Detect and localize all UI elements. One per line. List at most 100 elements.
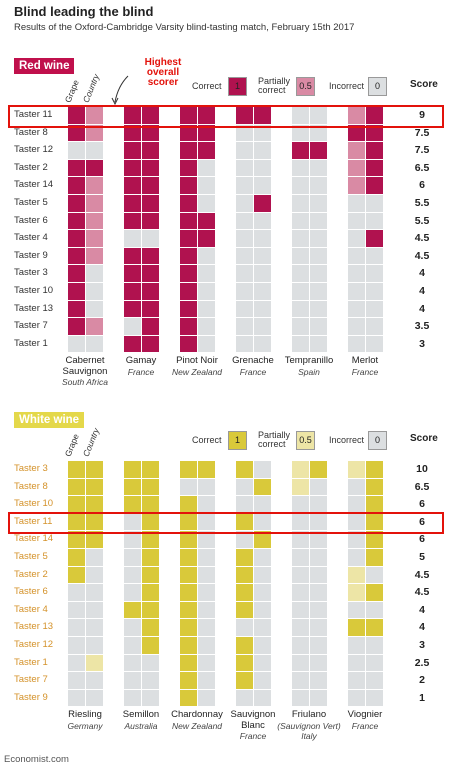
cell — [254, 265, 271, 282]
legend-label: Correct — [192, 434, 222, 445]
taster-label: Taster 1 — [14, 656, 48, 668]
cell — [68, 300, 85, 318]
cell — [68, 195, 85, 212]
cell — [124, 531, 141, 548]
cell — [86, 230, 103, 247]
cell — [292, 584, 309, 601]
cell — [142, 654, 159, 672]
cell — [310, 283, 327, 300]
cell — [236, 142, 253, 159]
cell — [236, 672, 253, 689]
cell — [366, 318, 383, 335]
cell — [198, 318, 215, 335]
cell — [124, 265, 141, 282]
cell — [254, 195, 271, 212]
cell — [124, 230, 141, 247]
cell — [180, 265, 197, 282]
score: 5.5 — [414, 197, 430, 209]
legend-swatch: 1 — [228, 431, 247, 450]
cell — [366, 461, 383, 478]
cell — [236, 513, 253, 531]
cell — [180, 689, 197, 707]
cell — [142, 230, 159, 247]
cell — [180, 177, 197, 194]
taster-label: Taster 6 — [14, 586, 48, 598]
cell — [180, 496, 197, 513]
taster-label: Taster 13 — [14, 302, 54, 314]
cell — [198, 195, 215, 212]
cell — [310, 107, 327, 124]
annotation: Highest overall scorer — [144, 57, 182, 88]
cell — [124, 584, 141, 601]
cell — [68, 247, 85, 265]
taster-label: Taster 1 — [14, 337, 48, 349]
cell — [292, 637, 309, 654]
cell — [236, 300, 253, 318]
cell — [124, 601, 141, 619]
cell — [142, 549, 159, 566]
cell — [348, 566, 365, 584]
wine-label: Pinot Noir New Zealand — [161, 356, 233, 377]
cell — [348, 230, 365, 247]
cell — [68, 107, 85, 124]
wine-label: Merlot France — [329, 356, 401, 377]
cell — [180, 142, 197, 159]
cell — [86, 584, 103, 601]
cell — [348, 124, 365, 142]
cell — [254, 300, 271, 318]
cell — [254, 212, 271, 230]
score: 7.5 — [414, 144, 430, 157]
wine-label: Semillon Australia — [105, 710, 177, 731]
cell — [236, 124, 253, 142]
cell — [236, 195, 253, 212]
cell — [236, 478, 253, 496]
cell — [292, 177, 309, 194]
cell — [142, 142, 159, 159]
taster-label: Taster 9 — [14, 691, 48, 703]
cell — [348, 549, 365, 566]
taster-label: Taster 8 — [14, 480, 48, 492]
cell — [236, 584, 253, 601]
cell — [366, 212, 383, 230]
cell — [180, 531, 197, 548]
cell — [310, 654, 327, 672]
cell — [86, 247, 103, 265]
cell — [348, 300, 365, 318]
cell — [236, 335, 253, 353]
legend-label: Incorrect — [329, 80, 365, 91]
cell — [180, 300, 197, 318]
cell — [366, 566, 383, 584]
taster-label: Taster 7 — [14, 320, 48, 332]
cell — [142, 300, 159, 318]
taster-label: Taster 10 — [14, 285, 54, 296]
cell — [292, 619, 309, 636]
taster-label: Taster 14 — [14, 533, 54, 545]
cell — [292, 513, 309, 531]
score: 4 — [419, 285, 425, 297]
cell — [348, 637, 365, 654]
taster-label: Taster 3 — [14, 463, 48, 474]
cell — [292, 478, 309, 496]
cell — [254, 461, 271, 478]
cell — [180, 461, 197, 478]
cell — [198, 619, 215, 636]
cell — [254, 230, 271, 247]
cell — [292, 318, 309, 335]
cell — [68, 531, 85, 548]
cell — [366, 478, 383, 496]
cell — [348, 513, 365, 531]
cell — [124, 549, 141, 566]
cell — [142, 601, 159, 619]
cell — [310, 566, 327, 584]
cell — [348, 212, 365, 230]
score: 5.5 — [414, 214, 430, 227]
cell — [142, 584, 159, 601]
cell — [68, 549, 85, 566]
taster-label: Taster 11 — [14, 109, 53, 120]
score: 6 — [419, 498, 425, 511]
legend-label: Partially correct — [258, 76, 291, 95]
cell — [292, 195, 309, 212]
cell — [124, 159, 141, 177]
wine-origin: France — [239, 366, 267, 377]
cell — [86, 195, 103, 212]
